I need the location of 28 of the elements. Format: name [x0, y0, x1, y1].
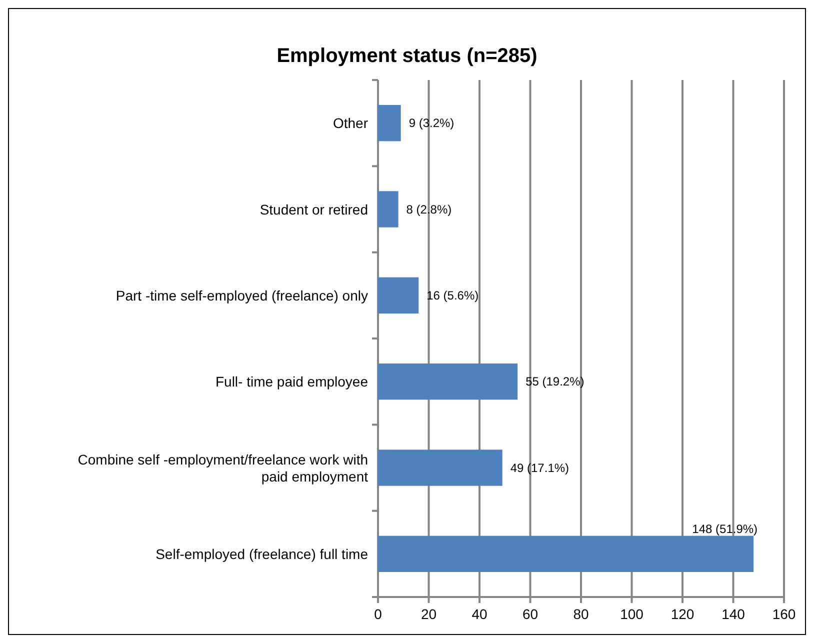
bar: [378, 363, 518, 400]
bar: [378, 277, 419, 314]
y-tick-label: Part -time self-employed (freelance) only: [116, 287, 368, 304]
bar: [378, 450, 502, 486]
data-label: 49 (17.1%): [510, 460, 570, 475]
x-tick-label: 160: [772, 606, 796, 622]
y-tick-label: Other: [332, 115, 368, 132]
x-tick-label: 100: [620, 606, 644, 622]
data-label: 148 (51.9%): [692, 522, 758, 536]
bar: [378, 104, 401, 142]
x-tick-label: 140: [722, 606, 746, 622]
y-tick-label: Full- time paid employee: [215, 374, 368, 390]
x-tick-label: 20: [420, 606, 437, 622]
data-label: 55 (19.2%): [526, 374, 584, 389]
x-tick-label: 80: [573, 606, 589, 622]
y-tick-label: Student or retired: [260, 201, 368, 218]
data-label: 16 (5.6%): [426, 288, 479, 302]
x-tick-label: 120: [670, 606, 694, 622]
y-tick-label: Self-employed (freelance) full time: [156, 546, 368, 562]
chart-title: Employment status (n=285): [276, 45, 538, 67]
x-tick-label: 0: [374, 606, 382, 622]
bar: [378, 536, 754, 572]
x-tick-label: 40: [472, 606, 488, 622]
data-label: 8 (2.8%): [406, 202, 452, 216]
y-tick-label: Combine self -employment/freelance work with paid employment: [78, 451, 368, 484]
data-label: 9 (3.2%): [408, 116, 454, 130]
x-tick-label: 60: [522, 606, 538, 622]
bar: [378, 191, 398, 228]
